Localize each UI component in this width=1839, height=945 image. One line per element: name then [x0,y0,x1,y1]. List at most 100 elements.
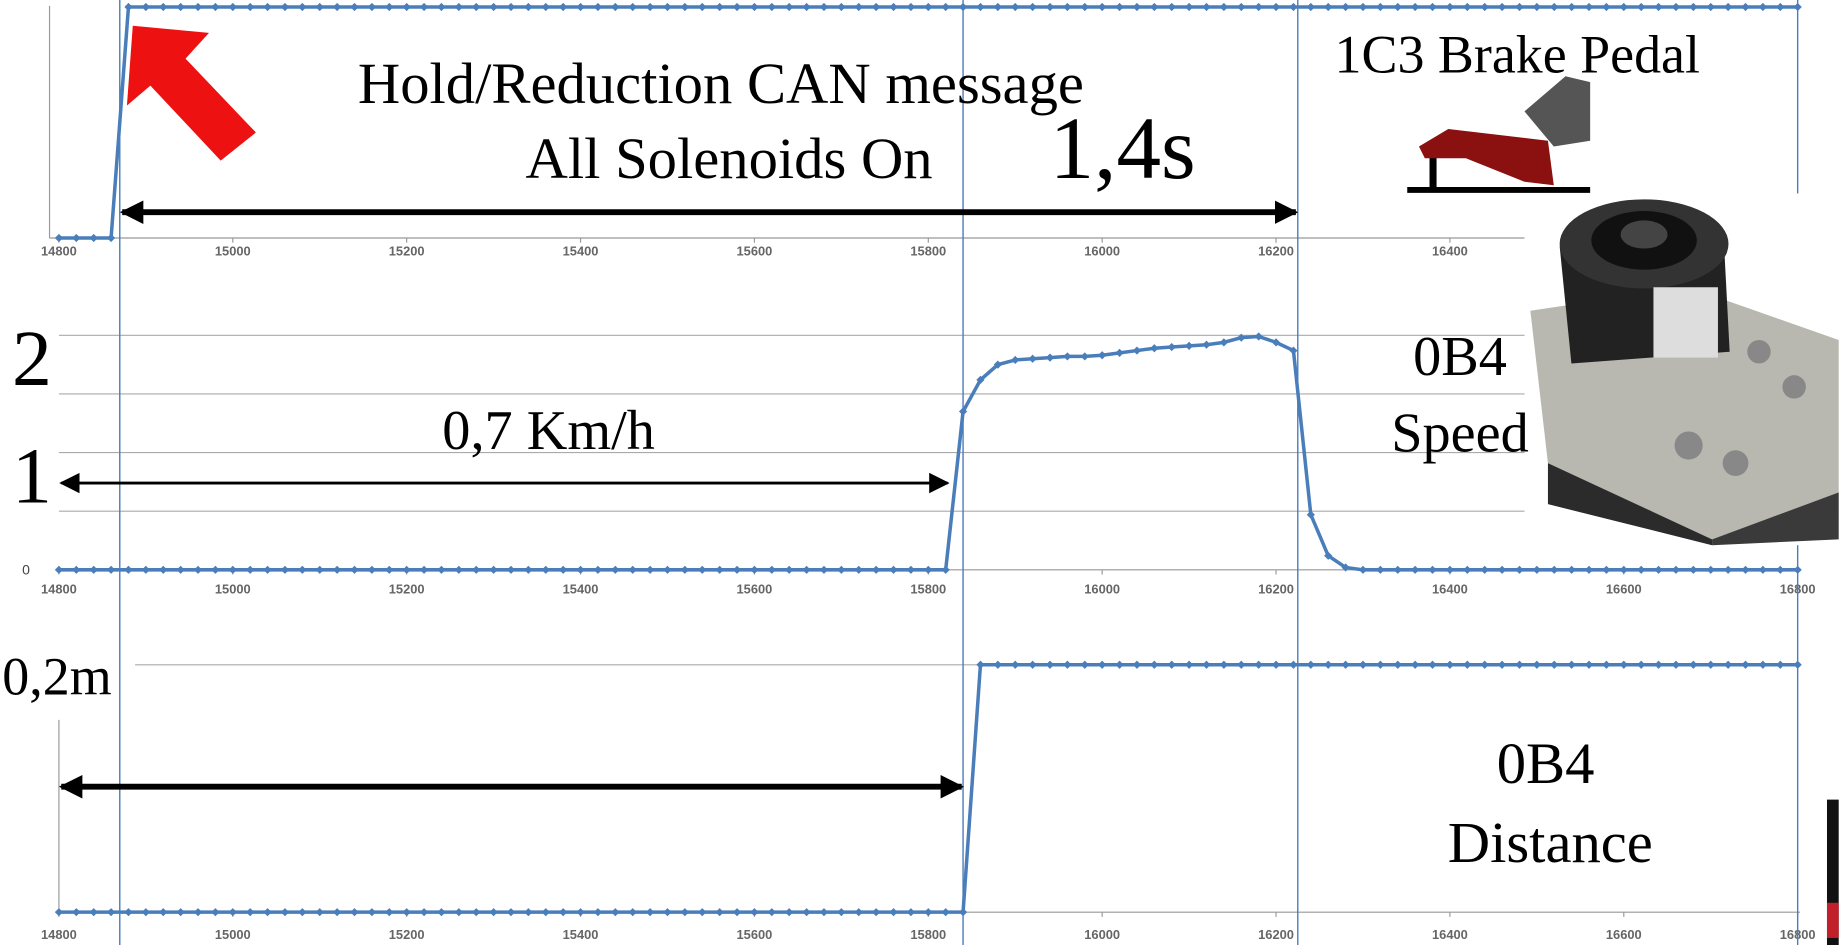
point-marker [193,565,203,574]
point-marker [246,2,255,12]
point-marker [72,565,81,574]
annotation: Hold/Reduction CAN message [358,51,1084,116]
point-marker [837,2,846,12]
point-marker [1776,565,1785,574]
point-marker [159,908,168,917]
point-marker [559,908,568,917]
point-marker [1237,660,1246,669]
point-marker [663,565,672,574]
point-marker [1358,2,1368,12]
point-marker [559,2,568,12]
point-marker [1584,2,1594,12]
point-marker [1254,660,1263,669]
point-marker [576,565,585,574]
point-marker [1758,2,1767,12]
point-marker [472,565,481,574]
point-marker [1480,660,1489,669]
point-marker [1445,565,1455,574]
point-marker [1306,2,1315,12]
point-marker [1324,660,1333,669]
point-marker [645,565,655,574]
point-marker [1393,565,1402,574]
point-marker [1671,565,1681,574]
x-tick-label: 16400 [1432,581,1468,596]
point-marker [732,565,742,574]
point-marker [1167,660,1176,669]
point-marker [611,908,620,917]
point-marker [506,565,516,574]
point-marker [333,908,342,917]
y-tick-label: 0 [22,561,30,577]
point-marker [124,908,133,917]
point-marker [1567,2,1576,12]
point-marker [976,2,985,12]
point-marker [645,908,655,917]
point-marker [1689,660,1698,669]
point-marker [298,908,307,917]
point-marker [1619,565,1628,574]
point-marker [1202,2,1211,12]
point-marker [1358,660,1368,669]
point-marker [437,565,446,574]
point-marker [437,908,446,917]
point-marker [698,565,707,574]
point-marker [1271,2,1281,12]
point-marker [89,565,98,574]
x-tick-label: 15000 [215,927,251,942]
point-marker [489,565,498,574]
point-marker [106,233,116,243]
point-marker [1758,565,1767,574]
point-marker [280,565,290,574]
point-marker [1098,660,1107,669]
point-marker [246,908,255,917]
point-marker [159,565,168,574]
point-marker [680,2,689,12]
point-marker [1063,660,1072,669]
x-tick-label: 15600 [737,927,773,942]
point-marker [1011,355,1020,365]
point-marker [1098,351,1107,360]
point-marker [785,2,794,12]
point-marker [593,565,603,574]
annotation: 1C3 Brake Pedal [1335,25,1700,85]
point-marker [124,2,133,12]
point-marker [1045,660,1055,669]
point-marker [941,908,950,917]
point-marker [1637,2,1646,12]
point-marker [941,565,950,574]
point-marker [228,565,237,574]
point-marker [211,908,220,917]
point-marker [1758,660,1767,669]
point-marker [715,908,724,917]
point-marker [211,565,220,574]
point-marker [837,908,846,917]
point-marker [472,2,481,12]
x-tick-label: 15600 [737,244,773,259]
point-marker [1358,565,1368,574]
y-tick-label: 0,2m [2,646,111,706]
x-tick-label: 15400 [563,581,599,596]
point-marker [472,908,481,917]
point-marker [541,565,550,574]
point-marker [1445,2,1455,12]
point-marker [367,908,376,917]
point-marker [1567,660,1576,669]
point-marker [976,375,985,384]
point-marker [1115,660,1124,669]
point-marker [645,2,655,12]
point-marker [298,565,307,574]
point-marker [872,908,881,917]
point-marker [1045,353,1055,362]
point-marker [1602,2,1611,12]
point-marker [506,908,516,917]
point-marker [1376,2,1385,12]
point-marker [141,2,150,12]
annotation: 1,4s [1050,100,1196,198]
point-marker [1532,565,1541,574]
point-marker [1132,660,1142,669]
point-marker [819,565,829,574]
point-marker [1445,660,1455,669]
point-marker [89,233,98,243]
point-marker [1185,2,1194,12]
red-arrow [126,25,256,161]
